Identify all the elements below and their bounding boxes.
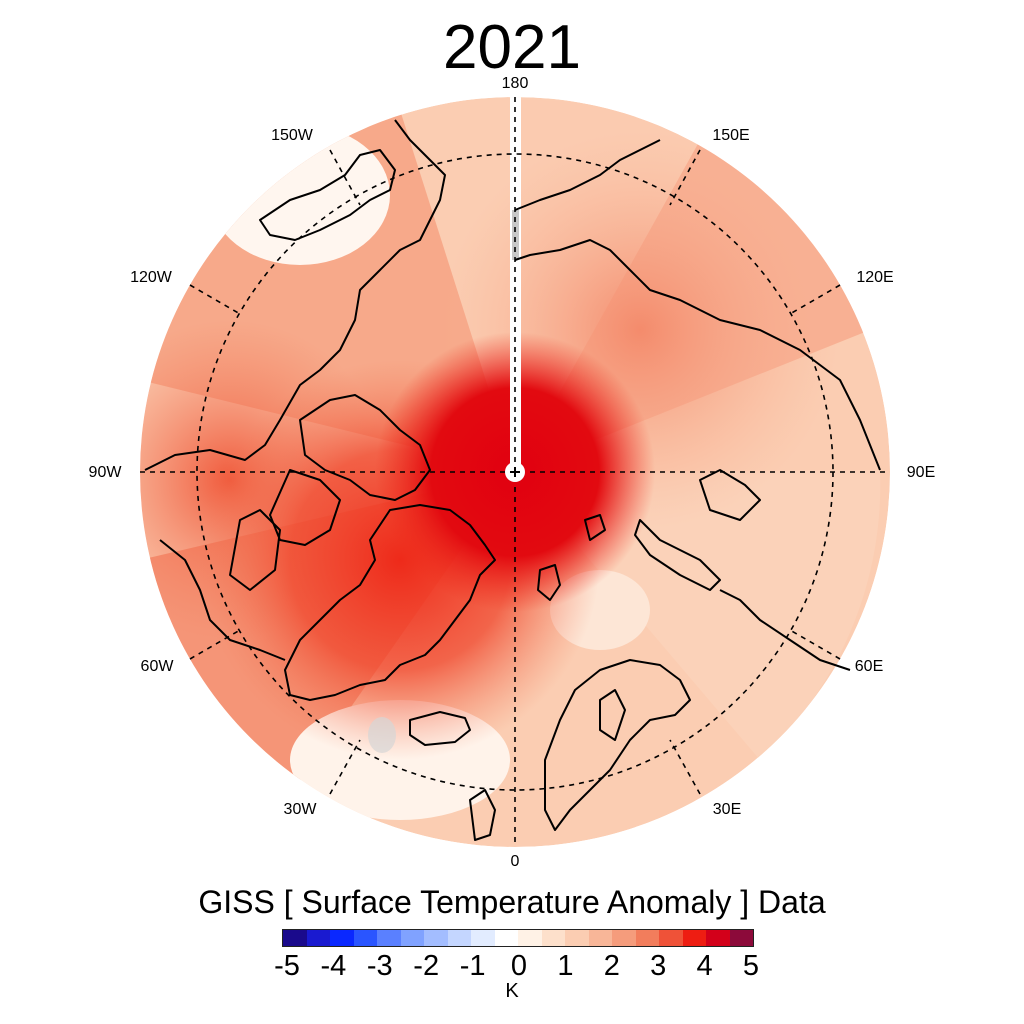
colorbar-segment [588,930,612,946]
lon-label-60e: 60E [854,658,884,675]
lon-label-120w: 120W [130,269,172,286]
pole-cross-icon [510,467,520,477]
colorbar-title: GISS [ Surface Temperature Anomaly ] Dat… [198,884,826,920]
colorbar [282,929,754,947]
eurasia-coast [514,239,881,471]
meridian-150e [669,149,701,206]
lon-label-150e: 150E [712,127,750,144]
colorbar-tick-label: 0 [510,950,528,982]
colorbar-tick-label: -4 [320,950,347,982]
colorbar-tick-label: 3 [650,950,667,982]
colorbar-segment [330,930,354,946]
colorbar-segment [471,930,495,946]
scandinavia-coast [544,659,691,831]
colorbar-segment [635,930,659,946]
colorbar-segment [353,930,377,946]
lon-label-30e: 30E [712,801,742,818]
meridian-150w [329,149,361,206]
lon-label-60w: 60W [140,658,174,675]
colorbar-segment [659,930,683,946]
lon-label-90e: 90E [906,464,936,481]
colorbar-segment [565,930,589,946]
colorbar-segment [541,930,565,946]
colorbar-tick-label: -1 [459,950,486,982]
greenland-coast [284,504,496,701]
colorbar-unit: K [505,980,519,1002]
colorbar-segment [729,930,753,946]
colorbar-tick-label: 1 [557,950,574,982]
lon-label-90w: 90W [88,464,122,481]
colorbar-tick-label: 2 [603,950,620,982]
meridian-30w [329,739,361,795]
anomaly-field [140,97,890,847]
svalbard-coast [537,564,561,601]
colorbar-segment [400,930,424,946]
lon-label-120e: 120E [856,269,894,286]
iceland-coast [409,711,471,746]
colorbar-tick-label: 4 [696,950,713,982]
colorbar-segment [377,930,401,946]
colorbar-tick-label: -2 [413,950,440,982]
colorbar-tick-label: -3 [366,950,393,982]
colorbar-tick-label: -5 [274,950,300,982]
meridian-30e [669,739,701,795]
colorbar-tick-label: 5 [742,950,760,982]
colorbar-segment [424,930,448,946]
colorbar-segment [283,930,307,946]
archipelago-coast [299,394,431,501]
coastlines [144,119,881,841]
colorbar-segment [306,930,330,946]
colorbar-segment [447,930,471,946]
colorbar-segment [612,930,636,946]
lon-label-0: 0 [510,853,520,870]
lon-label-150w: 150W [271,127,313,144]
colorbar-segment [682,930,706,946]
novaya-zemlya-coast [634,519,721,591]
north-america-coast [144,119,446,471]
chart-title: 2021 [443,13,581,82]
colorbar-segment [494,930,518,946]
colorbar-segment [518,930,542,946]
lon-label-30w: 30W [283,801,317,818]
lon-label-180: 180 [501,75,529,92]
colorbar-segment [706,930,730,946]
